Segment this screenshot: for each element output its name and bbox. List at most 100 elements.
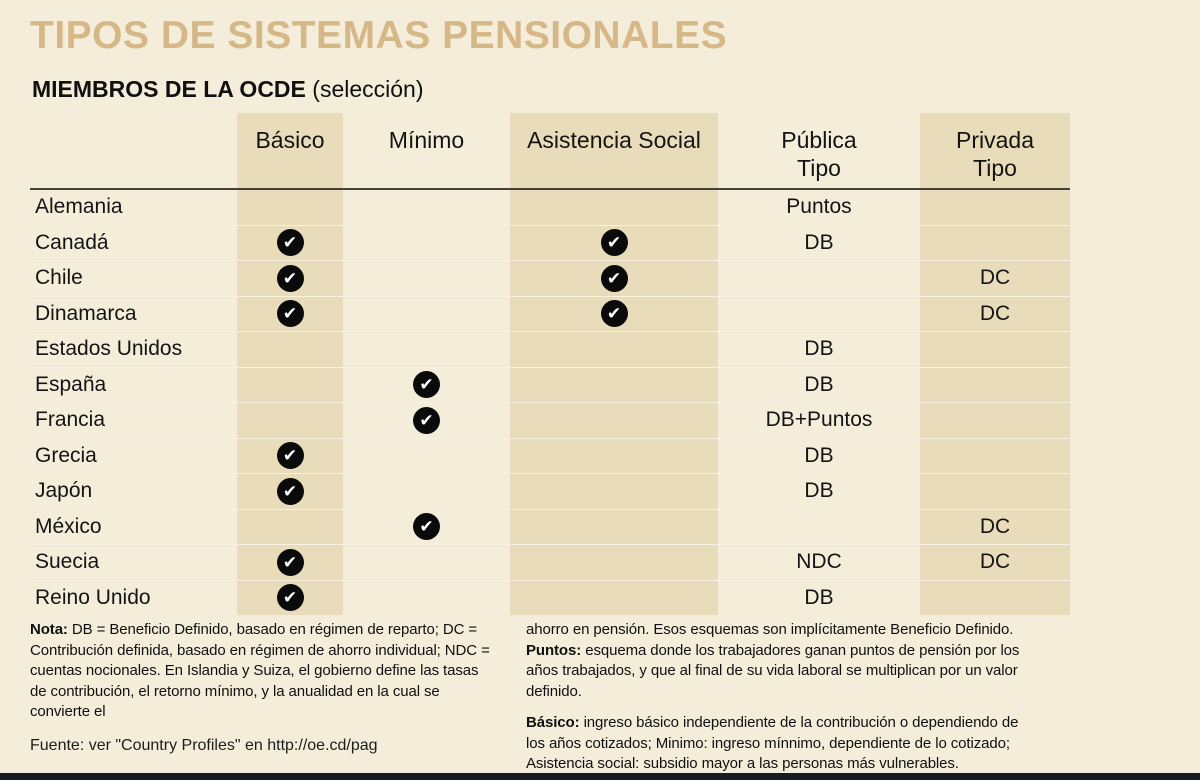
table-row: Japón ✔ DB (30, 473, 1070, 509)
check-cell (343, 297, 510, 332)
check-icon: ✔ (413, 406, 440, 434)
column-header-label: Básico (255, 127, 325, 153)
column-header-publica: Pública Tipo (718, 113, 920, 188)
check-cell (343, 439, 510, 474)
footnote-term: Nota: (30, 621, 68, 638)
check-cell: ✔ (237, 474, 343, 509)
column-header-label: Mínimo (388, 127, 465, 153)
column-header-asistencia-social: Asistencia Social (510, 113, 718, 188)
page-subtitle: MIEMBROS DE LA OCDE (selección) (32, 76, 424, 103)
check-icon: ✔ (276, 229, 304, 257)
table-body: Alemania Puntos Canadá ✔ ✔ DB Chile ✔ ✔ DC Dinamar… (30, 190, 1070, 615)
table-row: Francia ✔ DB+Puntos (30, 402, 1070, 438)
table-row: Alemania Puntos (30, 190, 1070, 225)
country-label: Francia (35, 408, 106, 432)
table-row: Estados Unidos DB (30, 331, 1070, 367)
type-cell: DB (804, 372, 834, 396)
check-cell (510, 580, 718, 615)
check-cell: ✔ (237, 261, 343, 296)
check-cell (237, 190, 343, 225)
check-cell: ✔ (343, 403, 510, 438)
page-title: TIPOS DE SISTEMAS PENSIONALES (30, 14, 728, 57)
table-row: Canadá ✔ ✔ DB (30, 224, 1070, 261)
country-label: Alemania (35, 195, 123, 219)
column-header-sublabel: Tipo (973, 155, 1017, 181)
footnote-term: Puntos: (526, 641, 582, 659)
country-label: Grecia (35, 443, 97, 467)
check-cell: ✔ (510, 225, 718, 260)
subtitle-note: (selección) (305, 76, 424, 102)
footnote-paragraph: ahorro en pensión. Esos esquemas son imp… (526, 620, 1026, 702)
column-header-label: Pública (781, 127, 857, 153)
check-icon: ✔ (276, 300, 304, 328)
type-cell: DB+Puntos (765, 408, 873, 432)
check-cell: ✔ (510, 296, 718, 331)
table-header-row: Básico Mínimo Asistencia Social Pública Tipo… (30, 113, 1070, 190)
type-cell (920, 190, 1070, 225)
column-header-label: Asistencia Social (527, 127, 701, 153)
check-icon: ✔ (600, 300, 628, 328)
footnote-text: ahorro en pensión. Esos esquemas son imp… (526, 621, 1014, 638)
country-label: Chile (35, 266, 83, 290)
type-cell (920, 367, 1070, 402)
check-icon: ✔ (413, 371, 440, 399)
check-cell: ✔ (510, 261, 718, 296)
check-cell (343, 581, 510, 616)
check-cell (343, 190, 510, 225)
table-row: Reino Unido ✔ DB (30, 579, 1070, 616)
check-icon: ✔ (276, 264, 304, 292)
check-icon: ✔ (276, 477, 304, 505)
table-row: Chile ✔ ✔ DC (30, 260, 1070, 296)
check-cell (510, 438, 718, 473)
type-cell (920, 580, 1070, 615)
type-cell: DC (920, 509, 1070, 544)
type-cell (920, 332, 1070, 367)
check-cell (237, 403, 343, 438)
type-cell: DB (804, 230, 834, 254)
country-label: España (35, 372, 107, 396)
column-header-basico: Básico (237, 113, 343, 188)
check-cell (343, 474, 510, 509)
check-icon: ✔ (276, 584, 304, 612)
check-cell (237, 332, 343, 367)
check-cell (510, 474, 718, 509)
column-header-sublabel: Tipo (797, 155, 841, 181)
type-cell (718, 510, 920, 545)
type-cell: DC (920, 261, 1070, 296)
check-cell (343, 545, 510, 580)
check-cell (510, 332, 718, 367)
check-cell (237, 509, 343, 544)
check-cell (510, 545, 718, 580)
footnote-text: DB = Beneficio Definido, basado en régim… (30, 621, 490, 721)
check-cell (343, 261, 510, 296)
type-cell (718, 261, 920, 296)
footnote-term: Básico: (526, 714, 580, 732)
type-cell (920, 438, 1070, 473)
footnote-text: esquema donde los trabajadores ganan pun… (526, 641, 1020, 700)
check-cell (343, 226, 510, 261)
country-label: Reino Unido (35, 585, 151, 609)
country-label: Canadá (35, 230, 109, 254)
pension-table: Básico Mínimo Asistencia Social Pública Tipo… (30, 113, 1070, 615)
type-cell: Puntos (786, 195, 852, 219)
type-cell (718, 297, 920, 332)
check-cell (510, 190, 718, 225)
type-cell (920, 225, 1070, 260)
type-cell (920, 403, 1070, 438)
check-cell: ✔ (237, 545, 343, 580)
check-icon: ✔ (276, 442, 304, 470)
check-cell (510, 403, 718, 438)
type-cell: DB (804, 479, 834, 503)
country-label: Dinamarca (35, 301, 137, 325)
check-cell: ✔ (237, 438, 343, 473)
type-cell: DB (804, 443, 834, 467)
check-cell: ✔ (237, 225, 343, 260)
footnote-text: ingreso básico independiente de la contr… (526, 714, 1019, 773)
check-cell: ✔ (237, 296, 343, 331)
type-cell (920, 474, 1070, 509)
footnotes: Nota: DB = Beneficio Definido, basado en… (30, 620, 1030, 780)
country-label: Japón (35, 479, 93, 503)
check-icon: ✔ (600, 264, 628, 292)
check-icon: ✔ (413, 513, 440, 541)
country-label: México (35, 514, 102, 538)
